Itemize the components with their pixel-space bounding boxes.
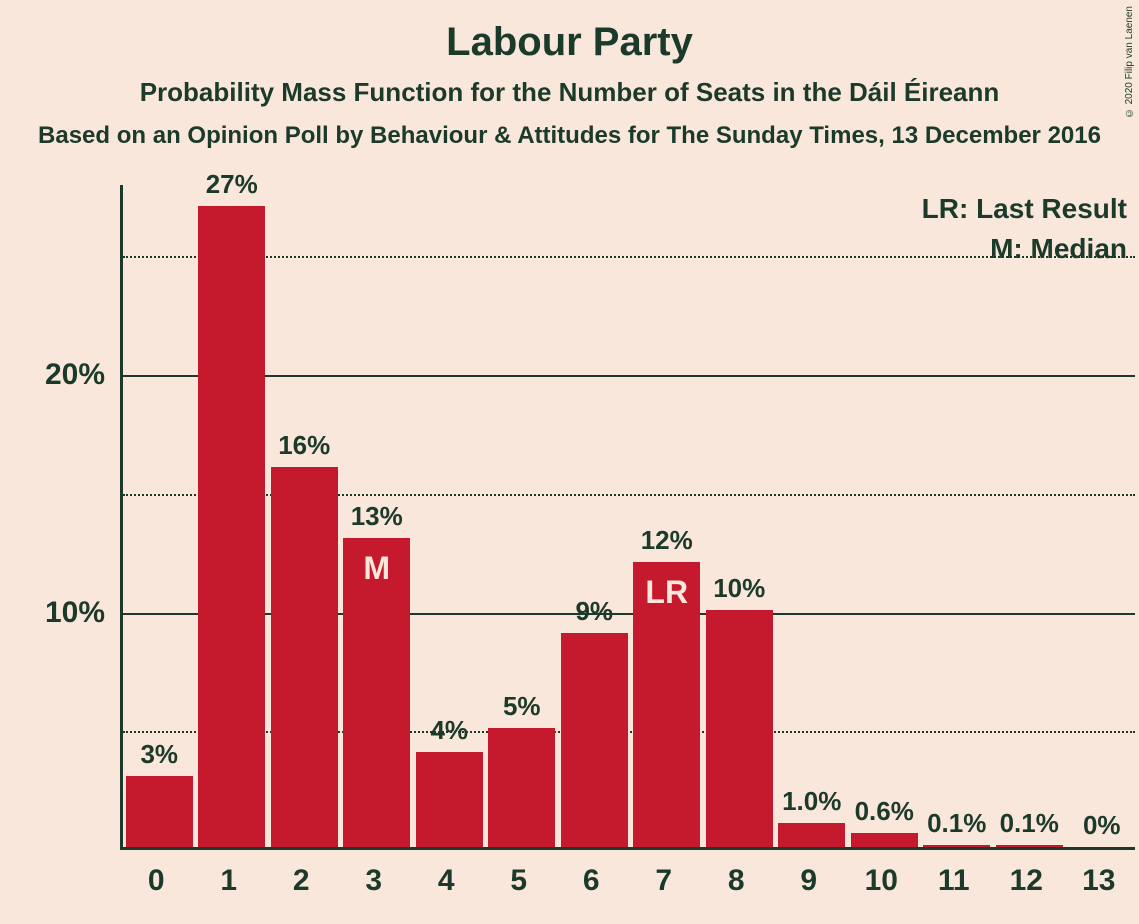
x-axis-tick-label: 10	[845, 864, 918, 898]
bar	[561, 633, 628, 847]
y-axis-tick-label: 10%	[0, 596, 105, 630]
gridline	[123, 256, 1135, 258]
bar	[778, 823, 845, 847]
x-axis-tick-label: 8	[700, 864, 773, 898]
x-axis-tick-label: 1	[193, 864, 266, 898]
plot-area: 3%27%16%M13%4%5%9%LR12%10%1.0%0.6%0.1%0.…	[120, 185, 1135, 850]
gridline	[123, 375, 1135, 377]
bar	[851, 833, 918, 847]
bar-value-label: 16%	[261, 430, 348, 461]
x-axis-tick-label: 13	[1063, 864, 1136, 898]
bar-value-label: 3%	[116, 739, 203, 770]
bar	[706, 610, 773, 848]
x-axis-tick-label: 7	[628, 864, 701, 898]
bar-value-label: 0%	[1058, 810, 1139, 841]
bar-value-label: 5%	[478, 691, 565, 722]
x-axis-tick-label: 2	[265, 864, 338, 898]
bar: M	[343, 538, 410, 847]
y-axis-tick-label: 20%	[0, 358, 105, 392]
x-axis-tick-label: 5	[483, 864, 556, 898]
x-axis-tick-label: 11	[918, 864, 991, 898]
bar-inside-label: LR	[633, 574, 700, 611]
x-axis-tick-label: 6	[555, 864, 628, 898]
x-axis-tick-label: 9	[773, 864, 846, 898]
bar	[488, 728, 555, 847]
bar	[126, 776, 193, 847]
legend-m: M: Median	[990, 233, 1127, 265]
bar	[198, 206, 265, 847]
bar-value-label: 9%	[551, 596, 638, 627]
bar-value-label: 13%	[333, 501, 420, 532]
x-axis-tick-label: 12	[990, 864, 1063, 898]
bar-value-label: 27%	[188, 169, 275, 200]
x-axis-tick-label: 3	[338, 864, 411, 898]
bar	[416, 752, 483, 847]
legend-lr: LR: Last Result	[922, 193, 1127, 225]
bar: LR	[633, 562, 700, 847]
x-axis-tick-label: 0	[120, 864, 193, 898]
bar-value-label: 10%	[696, 573, 783, 604]
bar	[996, 845, 1063, 847]
bar-value-label: 12%	[623, 525, 710, 556]
bar	[271, 467, 338, 847]
bar-inside-label: M	[343, 550, 410, 587]
chart-area: 3%27%16%M13%4%5%9%LR12%10%1.0%0.6%0.1%0.…	[0, 0, 1139, 924]
x-axis-tick-label: 4	[410, 864, 483, 898]
bar	[923, 845, 990, 847]
